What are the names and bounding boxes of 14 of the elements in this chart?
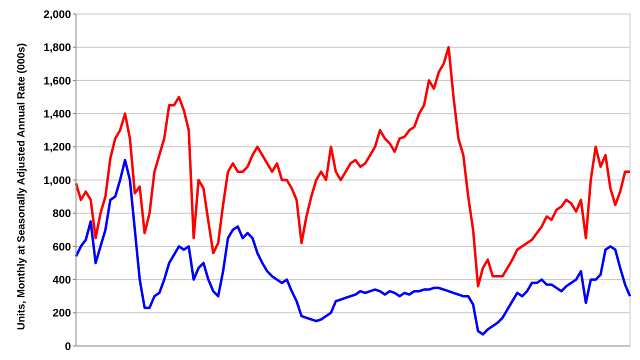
- y-tick-label: 1,000: [43, 174, 71, 187]
- y-tick-label: 1,800: [43, 42, 71, 54]
- line-series: [74, 46, 632, 288]
- y-tick-label: 1,600: [43, 75, 71, 88]
- y-tick-label: 600: [52, 241, 71, 254]
- y-tick-label: 800: [52, 208, 71, 220]
- y-axis-title: Units, Monthly at Seasonally Adjusted Annual Rate (000s): [16, 43, 28, 330]
- y-tick-label: 1,200: [43, 142, 71, 154]
- y-tick-label: 200: [52, 308, 71, 320]
- line-series: [74, 158, 632, 336]
- y-tick-label: 0: [64, 340, 71, 353]
- y-tick-label: 400: [52, 274, 71, 287]
- y-tick-label: 1,400: [43, 108, 71, 121]
- y-tick-label: 2,000: [43, 8, 71, 21]
